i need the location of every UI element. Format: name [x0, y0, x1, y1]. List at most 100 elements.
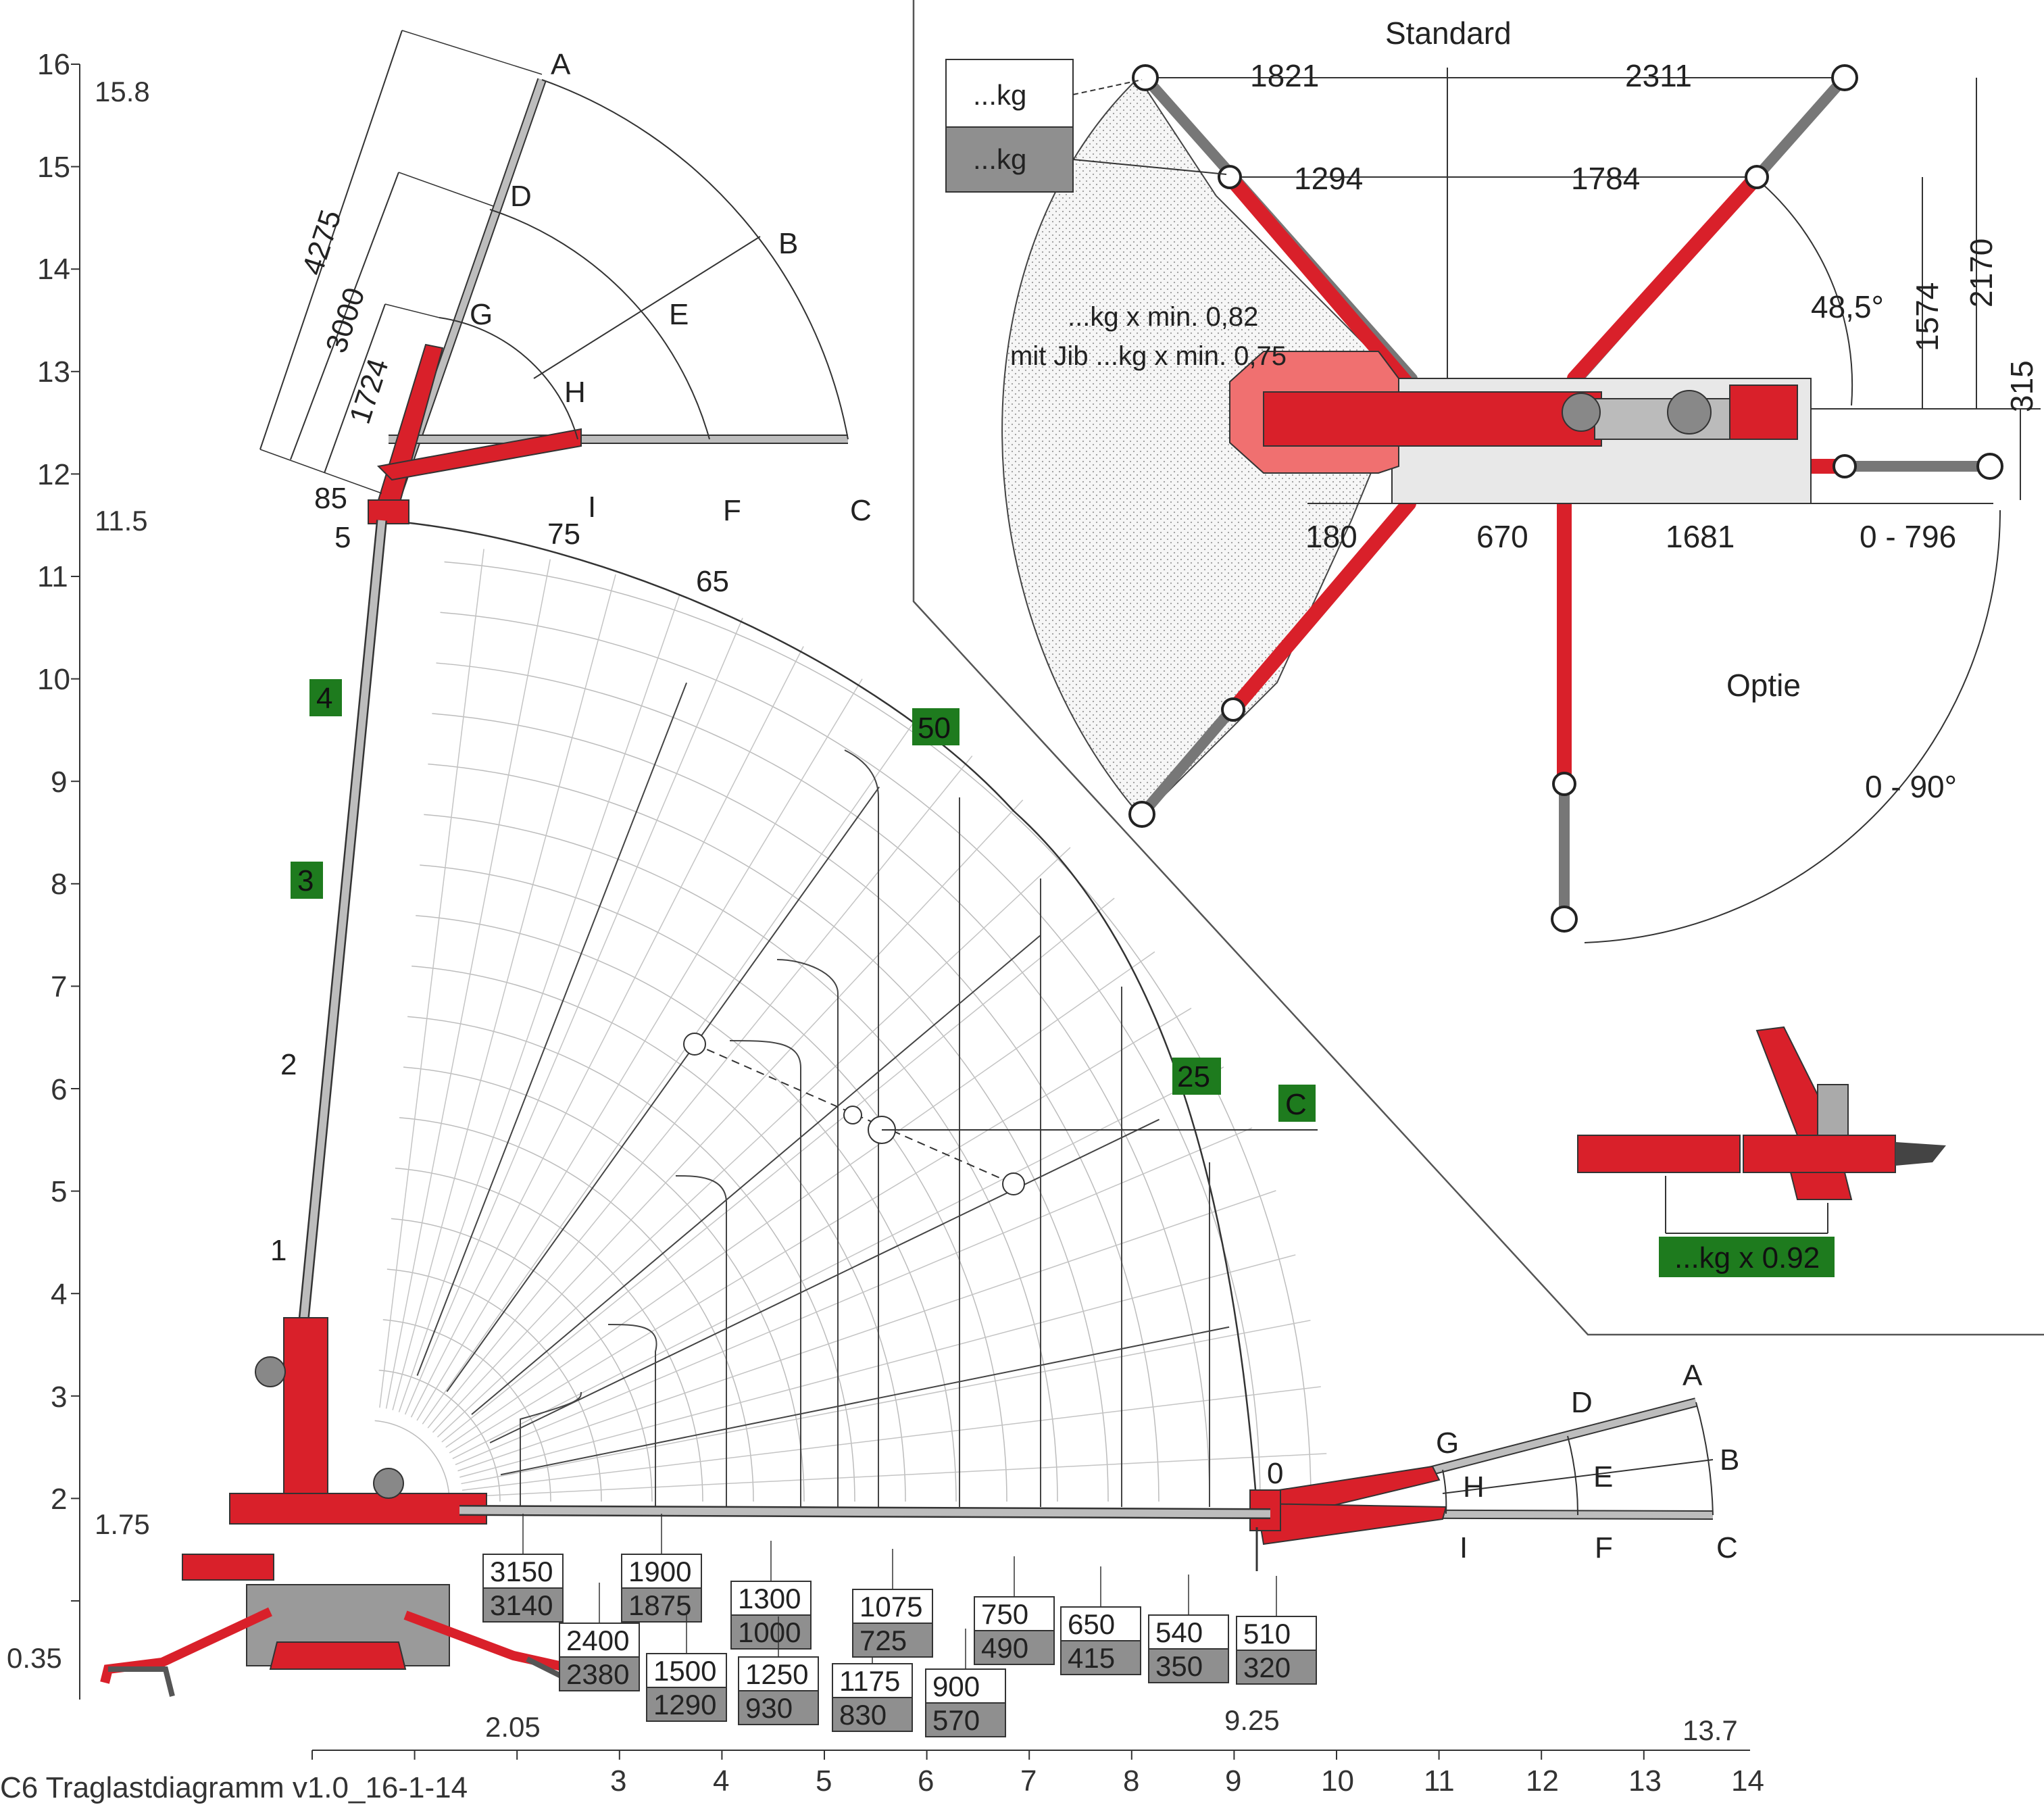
dim-angle-48-5: 48,5° [1811, 289, 1884, 324]
reach-tick-4: 4 [713, 1764, 729, 1798]
side-jib [1249, 1397, 1714, 1571]
reach-tick-13: 13 [1628, 1764, 1662, 1798]
main-boom [100, 520, 1271, 1697]
height-axis: 15.8 11.5 1.75 0.35 [7, 64, 150, 1700]
load-box-top-value: 510 [1243, 1618, 1291, 1650]
angle-badge-50: 50 [918, 712, 951, 745]
top-jib-point-b: B [778, 227, 798, 260]
reach-tick-labels: 3 4 5 6 7 8 9 10 11 12 13 14 [610, 1764, 1764, 1798]
load-legend: ...kg ...kg [945, 59, 1227, 193]
height-tick-5: 5 [51, 1175, 67, 1208]
optie-title: Optie [1726, 668, 1801, 703]
outrigger-legs [1137, 72, 1995, 924]
dim-180: 180 [1305, 519, 1357, 554]
load-box-bottom-value: 320 [1243, 1652, 1291, 1683]
load-box-top-value: 900 [932, 1670, 980, 1702]
load-box-top-value: 1500 [653, 1655, 716, 1687]
dim-2311: 2311 [1625, 58, 1692, 93]
load-box-bottom-value: 570 [932, 1704, 980, 1736]
top-jib-point-a: A [551, 48, 571, 81]
load-box-bottom-value: 1000 [738, 1616, 801, 1648]
height-mark-1-75: 1.75 [95, 1508, 150, 1540]
height-mark-15-8: 15.8 [95, 76, 150, 107]
note-line-2: mit Jib ...kg x min. 0,75 [1010, 341, 1287, 371]
side-jib-point-c: C [1716, 1531, 1738, 1564]
reach-mark-2-05: 2.05 [485, 1711, 541, 1743]
boom-section-3: 3 [297, 864, 314, 897]
reach-mark-13-7: 13.7 [1682, 1714, 1738, 1746]
height-tick-7: 7 [51, 970, 67, 1004]
boom-section-2: 2 [280, 1048, 297, 1081]
load-box-top-value: 2400 [566, 1625, 629, 1656]
side-jib-point-h: H [1463, 1470, 1485, 1504]
legend-white-label: ...kg [973, 79, 1026, 111]
height-tick-2: 2 [51, 1483, 67, 1516]
dim-315: 315 [2004, 360, 2039, 412]
load-box-bottom-value: 2380 [566, 1658, 629, 1690]
reach-mark-9-25: 9.25 [1224, 1704, 1280, 1736]
reach-tick-5: 5 [816, 1764, 832, 1798]
top-jib-angle-85: 85 [314, 482, 347, 515]
crane-top-view [1229, 351, 1812, 504]
load-box-bottom-value: 350 [1155, 1650, 1203, 1682]
load-box-top-value: 750 [981, 1598, 1028, 1630]
load-box-bottom-value: 830 [839, 1699, 887, 1731]
dim-0-796: 0 - 796 [1860, 519, 1956, 554]
side-jib-point-g: G [1436, 1427, 1459, 1460]
detail-label: ...kg x 0.92 [1674, 1241, 1820, 1274]
height-tick-6: 6 [51, 1073, 67, 1106]
load-box-bottom-value: 3140 [490, 1589, 553, 1621]
height-tick-15: 15 [37, 151, 70, 184]
load-box-bottom-value: 490 [981, 1632, 1028, 1664]
dim-1821: 1821 [1250, 58, 1319, 93]
reach-tick-9: 9 [1225, 1764, 1241, 1798]
jib-detail-drawing: ...kg x 0.92 [1577, 1026, 1946, 1277]
load-box-top-value: 1175 [839, 1665, 900, 1697]
top-jib-angle-75: 75 [547, 518, 580, 551]
dim-1681: 1681 [1666, 519, 1735, 554]
panel-dimension-labels: 1821 2311 1294 1784 48,5° 1574 2170 315 … [1250, 58, 2039, 804]
legend-grey-label: ...kg [973, 143, 1026, 175]
height-tick-13: 13 [37, 355, 70, 389]
footer-title: C6 Traglastdiagramm v1.0_16-1-14 [0, 1771, 468, 1804]
top-jib-dim-1724: 1724 [343, 355, 395, 428]
dim-670: 670 [1476, 519, 1528, 554]
reach-tick-10: 10 [1321, 1764, 1354, 1798]
load-box-bottom-value: 1290 [653, 1689, 716, 1721]
top-jib-point-h: H [564, 376, 586, 409]
height-tick-8: 8 [51, 868, 67, 901]
dim-2170: 2170 [1964, 239, 1999, 307]
swing-arc [1584, 510, 2001, 943]
reach-axis: 2.05 9.25 13.7 [311, 1704, 1750, 1760]
side-jib-point-e: E [1593, 1460, 1613, 1493]
height-tick-16: 16 [37, 48, 70, 81]
side-jib-labels: A B C D E F G H I 0 [1267, 1359, 1739, 1564]
load-box-bottom-value: 725 [859, 1625, 907, 1656]
boom-section-4: 4 [316, 682, 332, 715]
top-jib-dim-3000: 3000 [320, 284, 372, 357]
side-jib-zero: 0 [1267, 1457, 1283, 1490]
dim-1294: 1294 [1294, 161, 1363, 196]
height-mark-0-35: 0.35 [7, 1642, 62, 1674]
dim-1784: 1784 [1571, 161, 1640, 196]
height-tick-12: 12 [37, 458, 70, 491]
boom-section-labels: 1 2 [270, 1048, 297, 1267]
dim-1574: 1574 [1910, 282, 1945, 351]
load-box-top-value: 650 [1068, 1608, 1115, 1640]
top-jib [259, 30, 849, 524]
height-mark-11-5: 11.5 [95, 505, 148, 537]
top-jib-point-i: I [588, 491, 596, 524]
boom-section-badges: 3 4 [291, 679, 342, 899]
reach-tick-12: 12 [1526, 1764, 1559, 1798]
height-tick-14: 14 [37, 253, 70, 286]
